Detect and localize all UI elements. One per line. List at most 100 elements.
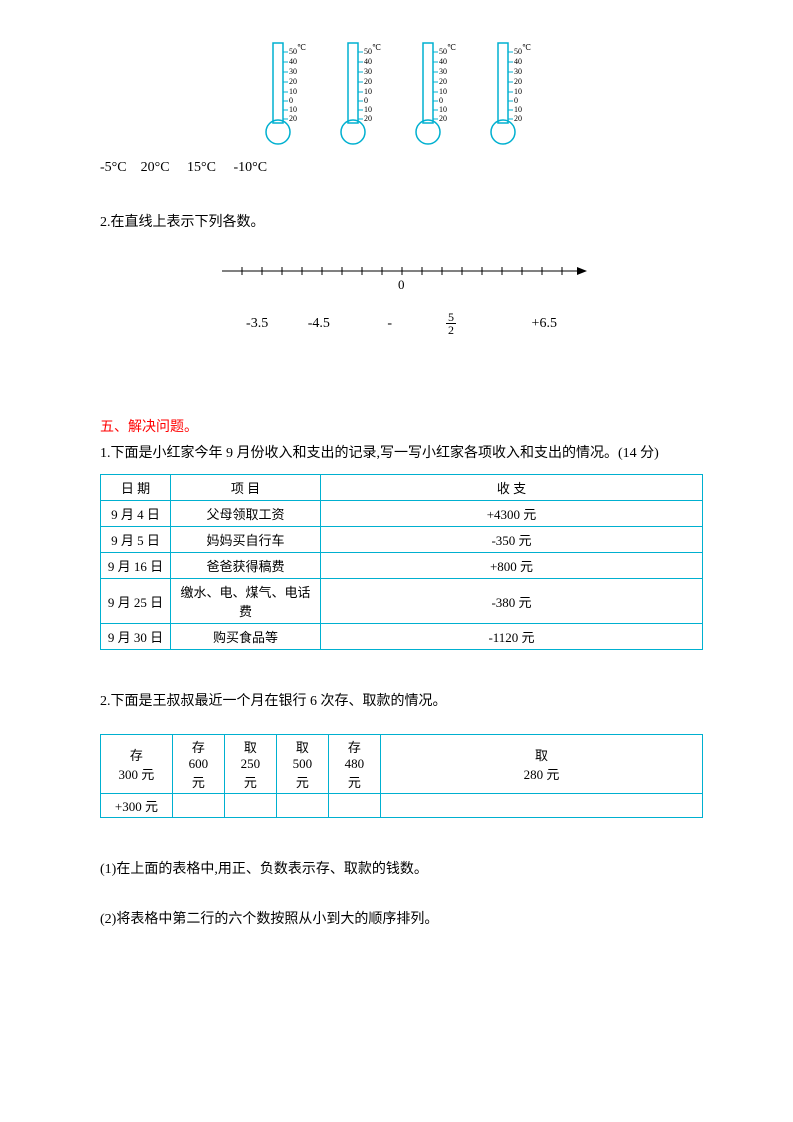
thermometers-row: ℃ 504030 20100 1020 ℃ 504030 20100 1020 (100, 40, 703, 150)
cell-date: 9 月 4 日 (101, 501, 171, 527)
thermometer-1: ℃ 504030 20100 1020 (259, 40, 319, 150)
svg-text:℃: ℃ (372, 43, 381, 52)
cell-date: 9 月 25 日 (101, 579, 171, 624)
col-balance: 收 支 (321, 475, 703, 501)
svg-text:10: 10 (364, 87, 372, 96)
section-5-title: 五、解决问题。 (100, 416, 703, 436)
svg-text:40: 40 (364, 57, 372, 66)
cell-empty (276, 794, 328, 818)
cell-date: 9 月 30 日 (101, 624, 171, 650)
table-row: 9 月 5 日 妈妈买自行车 -350 元 (101, 527, 703, 553)
num-value: -4.5 (308, 316, 330, 331)
num-value: -3.5 (246, 316, 268, 331)
svg-text:50: 50 (514, 47, 522, 56)
cell: 存600元 (172, 735, 224, 794)
problem-2-text: 2.下面是王叔叔最近一个月在银行 6 次存、取款的情况。 (100, 690, 703, 710)
svg-text:0: 0 (439, 96, 443, 105)
cell: 存480元 (328, 735, 380, 794)
cell-balance: -1120 元 (321, 624, 703, 650)
cell-item: 购买食品等 (171, 624, 321, 650)
svg-text:40: 40 (439, 57, 447, 66)
table-row: 9 月 30 日 购买食品等 -1120 元 (101, 624, 703, 650)
svg-text:0: 0 (514, 96, 518, 105)
svg-text:10: 10 (289, 105, 297, 114)
temp-value: -5°C (100, 160, 127, 175)
svg-text:20: 20 (439, 77, 447, 86)
sub-question-2: (2)将表格中第二行的六个数按照从小到大的顺序排列。 (100, 908, 703, 928)
table-row: 9 月 16 日 爸爸获得稿费 +800 元 (101, 553, 703, 579)
svg-text:20: 20 (364, 77, 372, 86)
svg-text:30: 30 (364, 67, 372, 76)
cell: 取500元 (276, 735, 328, 794)
sub-question-1: (1)在上面的表格中,用正、负数表示存、取款的钱数。 (100, 858, 703, 878)
svg-text:10: 10 (364, 105, 372, 114)
cell: +300 元 (101, 794, 173, 818)
svg-text:℃: ℃ (297, 43, 306, 52)
svg-text:10: 10 (439, 87, 447, 96)
cell-empty (224, 794, 276, 818)
svg-text:20: 20 (514, 114, 522, 123)
table-header-row: 日 期 项 目 收 支 (101, 475, 703, 501)
fraction: 52 (428, 311, 474, 336)
svg-text:40: 40 (514, 57, 522, 66)
question-2-text: 2.在直线上表示下列各数。 (100, 211, 703, 231)
svg-text:0: 0 (364, 96, 368, 105)
cell-item: 妈妈买自行车 (171, 527, 321, 553)
cell: 取280 元 (380, 735, 702, 794)
cell-balance: +4300 元 (321, 501, 703, 527)
thermometer-4: ℃ 504030 20100 1020 (484, 40, 544, 150)
cell-item: 缴水、电、煤气、电话费 (171, 579, 321, 624)
svg-text:30: 30 (514, 67, 522, 76)
cell-item: 爸爸获得稿费 (171, 553, 321, 579)
svg-text:10: 10 (514, 105, 522, 114)
cell-item: 父母领取工资 (171, 501, 321, 527)
temperature-list: -5°C 20°C 15°C -10°C (100, 160, 703, 176)
svg-text:20: 20 (514, 77, 522, 86)
thermometer-3: ℃ 504030 20100 1020 (409, 40, 469, 150)
svg-text:℃: ℃ (522, 43, 531, 52)
svg-text:10: 10 (514, 87, 522, 96)
num-value: +6.5 (532, 316, 557, 331)
table-row: +300 元 (101, 794, 703, 818)
cell-empty (328, 794, 380, 818)
svg-text:50: 50 (439, 47, 447, 56)
svg-text:℃: ℃ (447, 43, 456, 52)
cell-balance: -350 元 (321, 527, 703, 553)
svg-text:30: 30 (439, 67, 447, 76)
thermometer-2: ℃ 504030 20100 1020 (334, 40, 394, 150)
svg-text:20: 20 (439, 114, 447, 123)
cell: 存300 元 (101, 735, 173, 794)
svg-text:30: 30 (289, 67, 297, 76)
svg-text:10: 10 (439, 105, 447, 114)
svg-text:20: 20 (364, 114, 372, 123)
col-date: 日 期 (101, 475, 171, 501)
table-row: 9 月 25 日 缴水、电、煤气、电话费 -380 元 (101, 579, 703, 624)
svg-text:0: 0 (289, 96, 293, 105)
cell-empty (172, 794, 224, 818)
svg-text:20: 20 (289, 114, 297, 123)
cell-balance: -380 元 (321, 579, 703, 624)
num-value: -52 (369, 316, 495, 331)
svg-text:50: 50 (289, 47, 297, 56)
problem-1-text: 1.下面是小红家今年 9 月份收入和支出的记录,写一写小红家各项收入和支出的情况… (100, 442, 703, 462)
temp-value: 20°C (141, 160, 170, 175)
svg-text:10: 10 (289, 87, 297, 96)
cell-balance: +800 元 (321, 553, 703, 579)
number-line: 0 (212, 256, 592, 296)
cell-empty (380, 794, 702, 818)
temp-value: 15°C (187, 160, 216, 175)
cell-date: 9 月 5 日 (101, 527, 171, 553)
number-line-container: 0 (100, 256, 703, 296)
col-item: 项 目 (171, 475, 321, 501)
cell: 取250元 (224, 735, 276, 794)
numbers-to-place: -3.5 -4.5 -52 +6.5 (100, 311, 703, 336)
income-expense-table: 日 期 项 目 收 支 9 月 4 日 父母领取工资 +4300 元 9 月 5… (100, 474, 703, 650)
bank-transactions-table: 存300 元 存600元 取250元 取500元 存480元 取280 元 +3… (100, 734, 703, 818)
number-line-zero: 0 (398, 277, 405, 292)
svg-text:50: 50 (364, 47, 372, 56)
cell-date: 9 月 16 日 (101, 553, 171, 579)
table-row: 9 月 4 日 父母领取工资 +4300 元 (101, 501, 703, 527)
temp-value: -10°C (233, 160, 267, 175)
svg-text:20: 20 (289, 77, 297, 86)
table-row: 存300 元 存600元 取250元 取500元 存480元 取280 元 (101, 735, 703, 794)
